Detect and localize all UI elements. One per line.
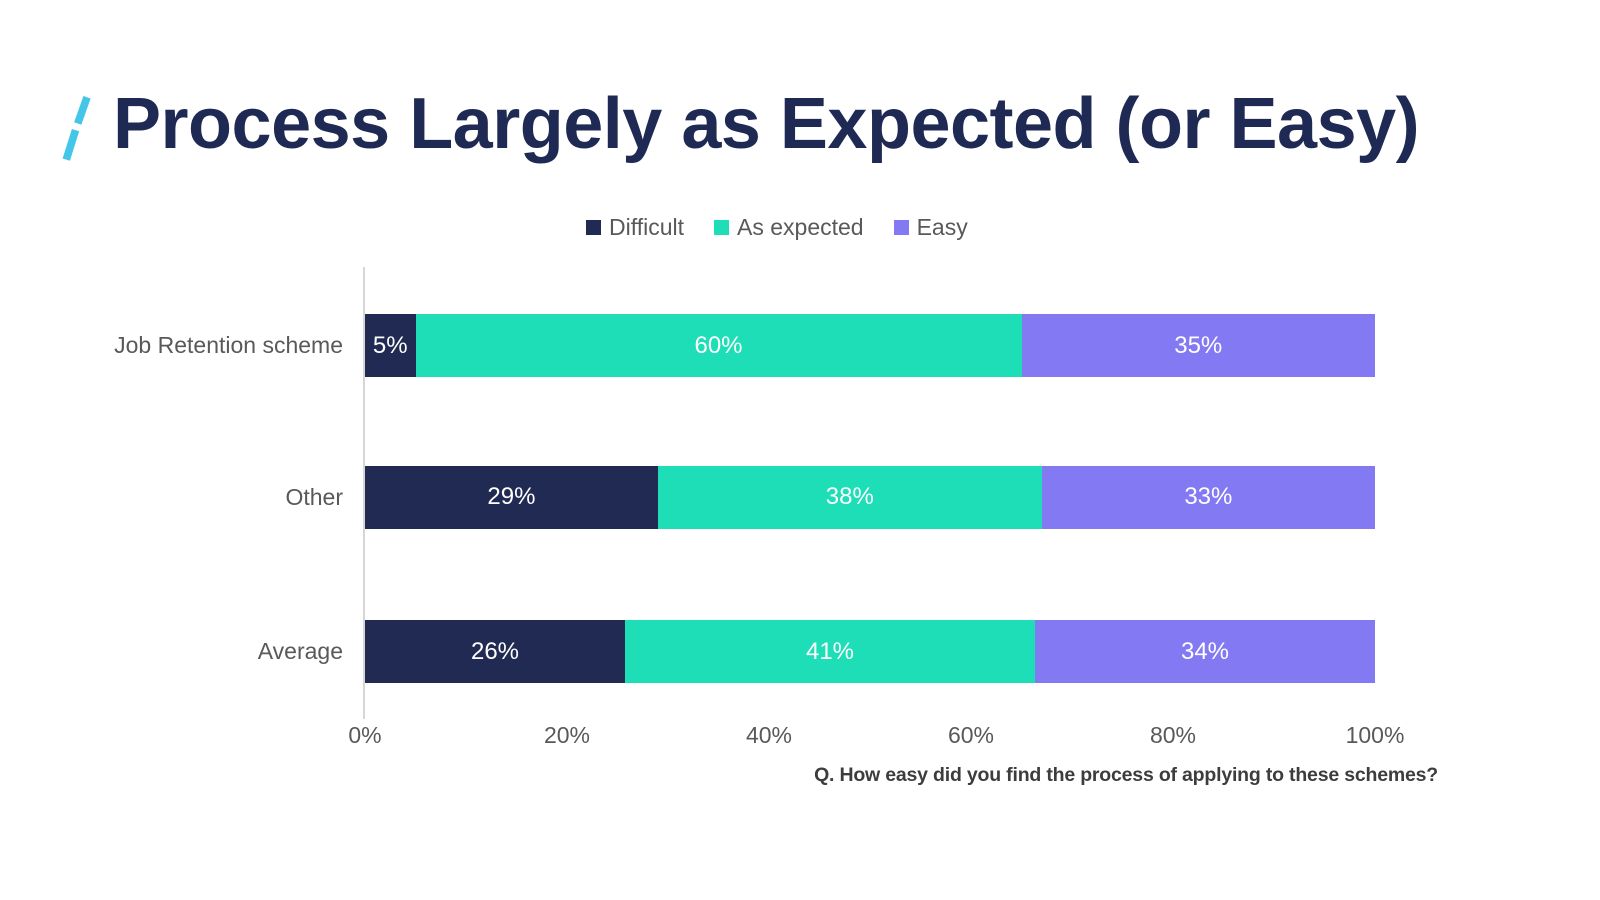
bar-segment-difficult: 5% bbox=[365, 314, 416, 377]
legend-item: As expected bbox=[714, 214, 864, 241]
bar-segment-easy: 33% bbox=[1041, 465, 1375, 529]
bar-value-label: 60% bbox=[694, 331, 743, 359]
brand-slash-icon bbox=[62, 96, 91, 161]
bar-value-label: 5% bbox=[372, 331, 408, 359]
category-label: Average bbox=[257, 638, 343, 664]
bar-value-label: 41% bbox=[805, 637, 855, 665]
bar-segment-as-expected: 41% bbox=[625, 620, 1035, 683]
bar-segment-easy: 35% bbox=[1021, 314, 1375, 377]
bar-segment-as-expected: 38% bbox=[657, 465, 1042, 529]
x-axis-tick-label: 80% bbox=[1149, 722, 1197, 748]
page-title: Process Largely as Expected (or Easy) bbox=[113, 84, 1420, 164]
legend-item: Easy bbox=[893, 214, 968, 241]
legend-swatch-icon bbox=[714, 220, 729, 235]
chart-legend: Difficult As expected Easy bbox=[586, 214, 968, 241]
x-axis-tick-label: 40% bbox=[745, 722, 793, 748]
bar-segment-as-expected: 60% bbox=[415, 314, 1022, 377]
bar-segment-difficult: 29% bbox=[365, 465, 658, 529]
bar-value-label: 33% bbox=[1184, 483, 1233, 510]
title-row: Process Largely as Expected (or Easy) bbox=[58, 84, 1420, 164]
legend-label: As expected bbox=[737, 214, 864, 240]
category-label: Other bbox=[285, 483, 343, 510]
bar-value-label: 35% bbox=[1174, 331, 1223, 359]
bar-value-label: 29% bbox=[487, 483, 536, 510]
bar-value-label: 34% bbox=[1180, 637, 1230, 665]
stacked-bar-chart: Job Retention scheme 5% 60% 35% Other 29% 38% 3… bbox=[114, 267, 1404, 748]
legend-swatch-icon bbox=[586, 220, 601, 235]
x-axis-tick-label: 100% bbox=[1345, 722, 1405, 748]
bar-segment-easy: 34% bbox=[1035, 620, 1375, 683]
bar-value-label: 26% bbox=[470, 637, 520, 665]
bar-row: 5% 60% 35% bbox=[365, 314, 1375, 377]
bar-row: 29% 38% 33% bbox=[365, 465, 1375, 529]
bar-value-label: 38% bbox=[825, 483, 874, 510]
legend-label: Easy bbox=[916, 214, 968, 240]
x-axis-tick-label: 20% bbox=[543, 722, 591, 748]
x-axis-tick-label: 60% bbox=[947, 722, 995, 748]
legend-swatch-icon bbox=[893, 220, 909, 235]
survey-question: Q. How easy did you find the process of … bbox=[814, 764, 1438, 786]
x-axis-tick-label: 0% bbox=[348, 722, 382, 748]
bar-row: 26% 41% 34% bbox=[365, 620, 1375, 683]
bar-segment-difficult: 26% bbox=[365, 620, 625, 683]
category-label: Job Retention scheme bbox=[114, 332, 343, 358]
legend-label: Difficult bbox=[609, 214, 684, 240]
legend-item: Difficult bbox=[586, 214, 684, 241]
y-axis-line bbox=[363, 267, 365, 719]
